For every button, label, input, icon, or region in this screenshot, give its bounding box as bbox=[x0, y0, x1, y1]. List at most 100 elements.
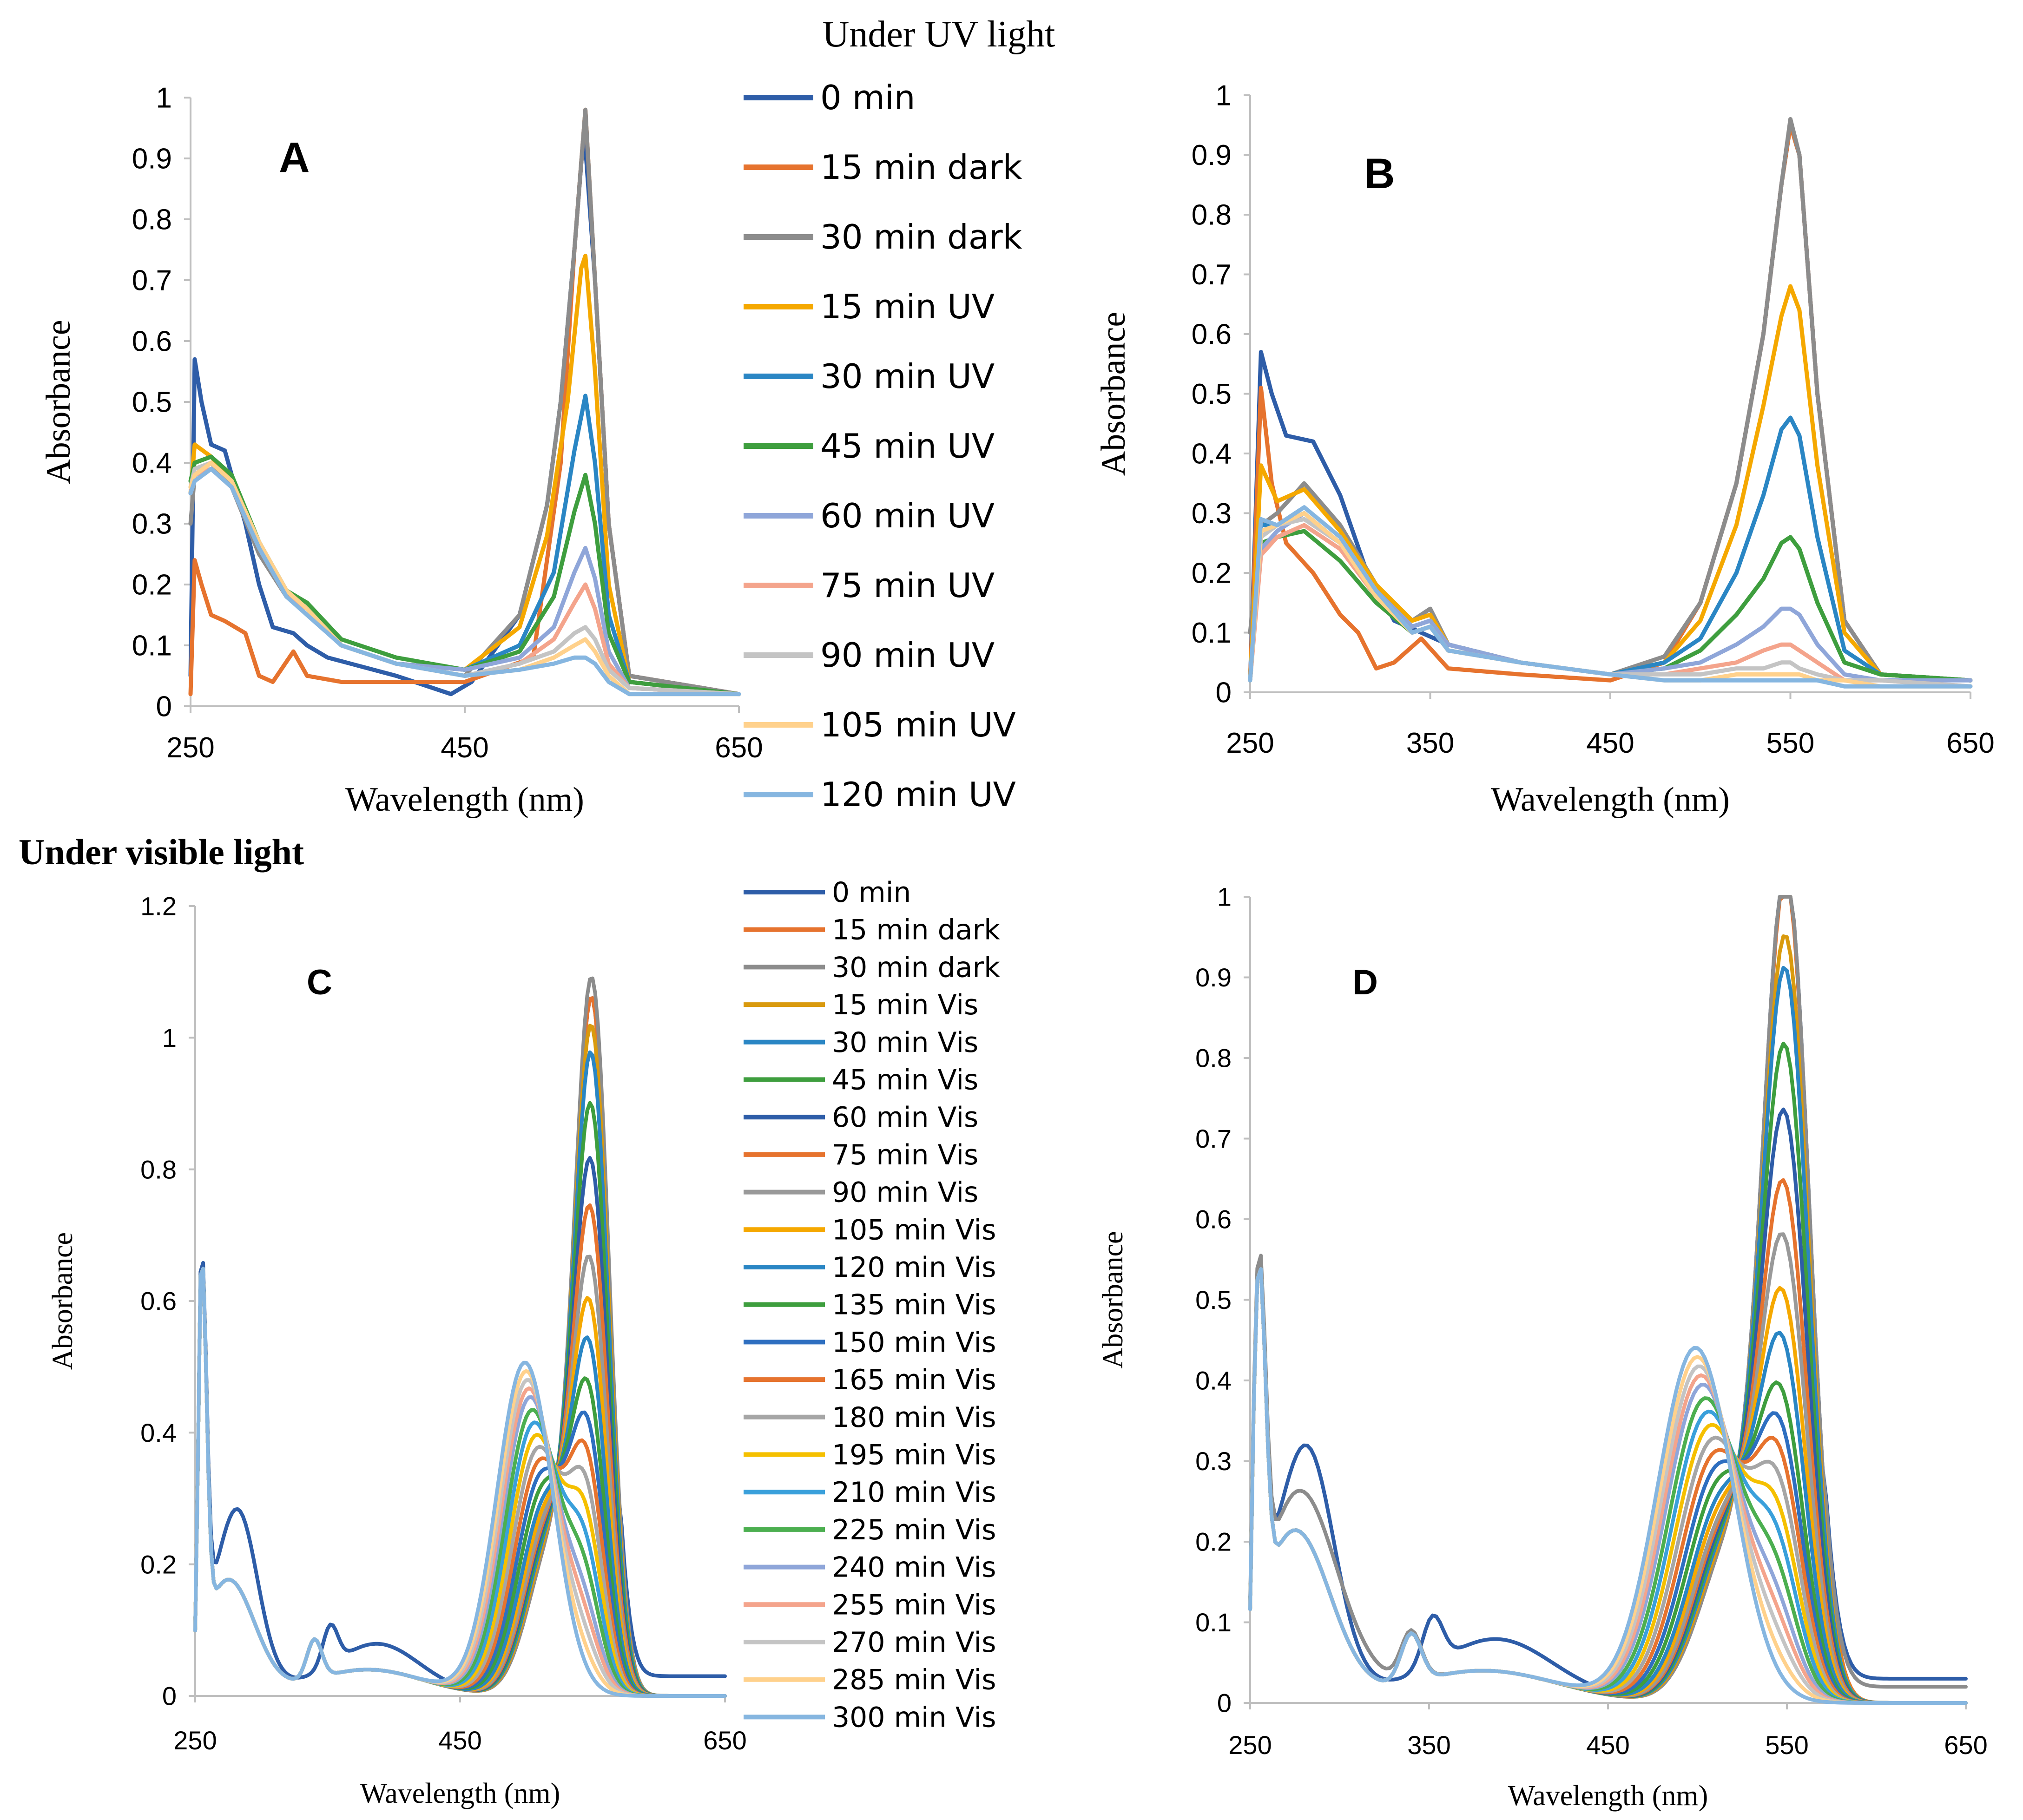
series-line-300-min-vis bbox=[1248, 1267, 1968, 1705]
legend-label: 30 min dark bbox=[832, 951, 1000, 984]
x-tick-label: 650 bbox=[1944, 1730, 1987, 1760]
series-line-270-min-vis bbox=[1248, 1267, 1968, 1705]
legend-label: 15 min dark bbox=[820, 148, 1022, 187]
legend-label: 150 min Vis bbox=[832, 1326, 996, 1359]
y-tick-label: 0.9 bbox=[1195, 963, 1232, 992]
y-tick-label: 0.1 bbox=[1195, 1608, 1232, 1637]
series-line-15-min-dark bbox=[1248, 895, 1968, 1705]
y-tick-label: 0.8 bbox=[140, 1155, 177, 1184]
series-line-195-min-vis bbox=[1248, 1267, 1968, 1705]
series-line-15-min-uv bbox=[1248, 284, 1973, 683]
y-tick-label: 0.7 bbox=[132, 265, 172, 297]
series-line-15-min-dark bbox=[193, 996, 727, 1698]
legend-label: 135 min Vis bbox=[832, 1289, 996, 1321]
legend-label: 75 min Vis bbox=[832, 1139, 978, 1171]
series-line-90-min-vis bbox=[193, 1255, 727, 1698]
series-line-255-min-vis bbox=[193, 1267, 727, 1698]
x-tick-label: 350 bbox=[1406, 727, 1454, 759]
series-line-255-min-vis bbox=[1248, 1267, 1968, 1705]
panel-label: A bbox=[279, 134, 310, 181]
y-tick-label: 0.2 bbox=[1195, 1527, 1232, 1557]
series-line-150-min-vis bbox=[193, 1267, 727, 1698]
panel-label: C bbox=[307, 963, 332, 1002]
x-axis-title: Wavelength (nm) bbox=[1491, 781, 1730, 819]
y-tick-label: 0.5 bbox=[1192, 378, 1232, 410]
legend-label: 210 min Vis bbox=[832, 1476, 996, 1509]
legend-label: 90 min UV bbox=[820, 636, 995, 675]
y-tick-label: 0.3 bbox=[1195, 1446, 1232, 1476]
legend: 0 min 15 min dark 30 min dark 15 min UV 30 m… bbox=[744, 78, 1022, 814]
series-line-120-min-vis bbox=[193, 1267, 727, 1698]
series-line-30-min-dark bbox=[1248, 895, 1968, 1699]
legend-label: 270 min Vis bbox=[832, 1626, 996, 1659]
series-line-240-min-vis bbox=[1248, 1267, 1968, 1705]
legend-label: 15 min Vis bbox=[832, 989, 978, 1021]
x-tick-label: 550 bbox=[1765, 1730, 1808, 1760]
series-group bbox=[1248, 117, 1973, 689]
panels: 0 0.1 0.2 0.3 0.4 0.5 0.6 0.7 0.8 0.9 1 250 450 650 Wa… bbox=[40, 78, 1995, 1812]
y-tick-label: 1.2 bbox=[140, 892, 177, 921]
series-group bbox=[1248, 895, 1968, 1705]
y-tick-label: 0.4 bbox=[1192, 438, 1232, 470]
series-line-210-min-vis bbox=[1248, 1267, 1968, 1705]
series-group bbox=[193, 976, 727, 1698]
y-tick-label: 0.2 bbox=[1192, 558, 1232, 590]
y-tick-label: 0.8 bbox=[1195, 1044, 1232, 1073]
y-tick-label: 0.6 bbox=[140, 1287, 177, 1316]
series-line-45-min-vis bbox=[1248, 1041, 1968, 1705]
series-line-180-min-vis bbox=[1248, 1267, 1968, 1705]
legend-label: 90 min Vis bbox=[832, 1176, 978, 1209]
panel-label: D bbox=[1352, 963, 1378, 1002]
series-line-0-min bbox=[193, 996, 727, 1692]
x-axis-title: Wavelength (nm) bbox=[360, 1778, 560, 1809]
legend-label: 120 min UV bbox=[820, 775, 1016, 814]
series-line-240-min-vis bbox=[193, 1267, 727, 1698]
series-line-45-min-vis bbox=[193, 1101, 727, 1698]
x-tick-label: 450 bbox=[438, 1726, 481, 1755]
legend-label: 45 min Vis bbox=[832, 1064, 978, 1097]
legend-label: 45 min UV bbox=[820, 427, 995, 466]
y-tick-label: 0.3 bbox=[132, 508, 172, 540]
y-tick-label: 0.2 bbox=[132, 569, 172, 601]
series-line-135-min-vis bbox=[193, 1267, 727, 1698]
y-tick-label: 1 bbox=[1216, 80, 1232, 112]
y-tick-label: 0 bbox=[1217, 1689, 1232, 1718]
series-line-120-min-uv bbox=[188, 466, 741, 696]
x-tick-label: 250 bbox=[1228, 1730, 1272, 1760]
series-group bbox=[188, 107, 741, 696]
x-axis-title: Wavelength (nm) bbox=[345, 781, 584, 819]
series-line-120-min-vis bbox=[1248, 1267, 1968, 1705]
legend-label: 255 min Vis bbox=[832, 1589, 996, 1621]
y-tick-label: 1 bbox=[1217, 882, 1232, 912]
y-tick-label: 0.2 bbox=[140, 1550, 177, 1579]
y-tick-label: 0.1 bbox=[1192, 617, 1232, 649]
y-tick-label: 0.4 bbox=[1195, 1366, 1232, 1395]
y-tick-label: 0.3 bbox=[1192, 498, 1232, 530]
legend-label: 105 min Vis bbox=[832, 1214, 996, 1246]
series-line-90-min-uv bbox=[1248, 517, 1973, 689]
series-line-225-min-vis bbox=[193, 1267, 727, 1698]
legend-label: 60 min Vis bbox=[832, 1101, 978, 1134]
series-line-270-min-vis bbox=[193, 1267, 727, 1698]
series-line-180-min-vis bbox=[193, 1267, 727, 1698]
x-tick-label: 450 bbox=[1586, 1730, 1629, 1760]
series-line-150-min-vis bbox=[1248, 1267, 1968, 1705]
series-line-30-min-dark bbox=[188, 107, 741, 696]
y-tick-label: 0.8 bbox=[1192, 199, 1232, 231]
series-line-75-min-uv bbox=[188, 466, 741, 696]
series-line-0-min bbox=[1248, 123, 1973, 683]
legend-label: 15 min UV bbox=[820, 287, 995, 326]
series-line-30-min-dark bbox=[193, 976, 727, 1698]
visible-section-title: Under visible light bbox=[19, 832, 304, 872]
series-line-285-min-vis bbox=[1248, 1267, 1968, 1705]
series-line-30-min-vis bbox=[1248, 966, 1968, 1705]
legend-label: 240 min Vis bbox=[832, 1551, 996, 1584]
y-tick-label: 0 bbox=[162, 1682, 177, 1711]
series-line-135-min-vis bbox=[1248, 1267, 1968, 1705]
legend-label: 105 min UV bbox=[820, 705, 1016, 744]
y-tick-label: 0.6 bbox=[1195, 1205, 1232, 1234]
series-line-75-min-vis bbox=[193, 1203, 727, 1698]
x-tick-label: 250 bbox=[166, 732, 214, 764]
series-line-285-min-vis bbox=[193, 1267, 727, 1698]
chart-panel-b: 0 0.1 0.2 0.3 0.4 0.5 0.6 0.7 0.8 0.9 1 250 350 450 55… bbox=[1094, 80, 1995, 819]
